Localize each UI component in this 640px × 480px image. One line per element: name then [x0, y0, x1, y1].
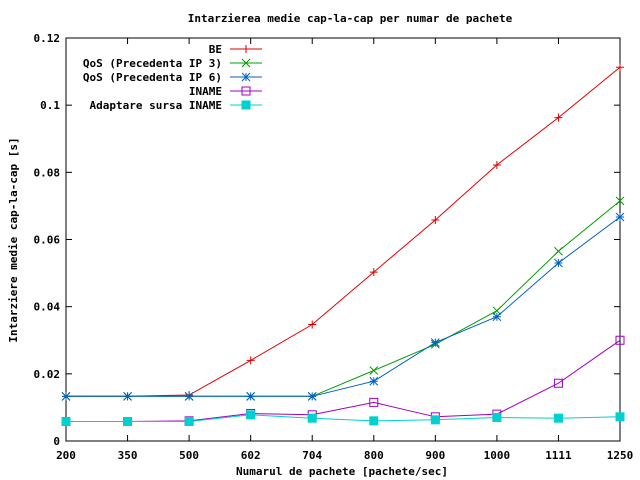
data-point [616, 63, 624, 72]
data-point [430, 415, 440, 425]
series-line [66, 414, 621, 422]
x-tick-label: 1000 [484, 449, 511, 462]
data-point [308, 320, 317, 329]
data-point [123, 417, 133, 427]
data-point [553, 413, 563, 423]
data-point [431, 216, 440, 225]
x-tick-label: 500 [179, 449, 199, 462]
x-tick-label: 200 [56, 449, 76, 462]
x-axis-label: Numarul de pachete [pachete/sec] [236, 465, 448, 478]
data-point [492, 412, 502, 422]
data-point [554, 113, 563, 122]
series-line [66, 339, 621, 422]
data-point [492, 306, 502, 316]
legend-marker [241, 86, 251, 96]
data-point [123, 391, 132, 401]
data-point [615, 335, 625, 345]
series-line [66, 216, 621, 397]
data-point [430, 338, 440, 347]
legend-marker [241, 58, 251, 68]
y-axis-label: Intarziere medie cap-la-cap [s] [7, 137, 20, 342]
y-tick-label: 0.02 [34, 368, 61, 381]
data-point [615, 412, 625, 422]
series-0 [62, 63, 624, 401]
data-point [307, 413, 317, 423]
data-point [246, 356, 255, 365]
legend-label: QoS (Precedenta IP 6) [83, 71, 222, 84]
data-point [492, 160, 501, 169]
x-tick-label: 350 [118, 449, 138, 462]
axis-ticks: 200 350 500 602 704 800 900 1000 1111 1250 0 0.02 0.… [34, 32, 634, 462]
series-2 [61, 212, 625, 401]
data-point [554, 258, 563, 268]
y-tick-label: 0 [53, 435, 60, 448]
y-tick-label: 0.08 [34, 166, 61, 179]
data-point [615, 212, 625, 222]
data-point [246, 391, 256, 401]
legend-marker [241, 100, 251, 110]
data-point [615, 196, 625, 206]
x-tick-label: 900 [425, 449, 445, 462]
data-point [184, 391, 194, 401]
series-line [66, 66, 621, 397]
data-point [61, 417, 71, 427]
data-point [369, 366, 379, 375]
x-tick-label: 1111 [545, 449, 572, 462]
legend-label: QoS (Precedenta IP 3) [83, 57, 222, 70]
data-point [553, 378, 563, 388]
y-tick-label: 0.12 [34, 32, 61, 45]
legend-marker [241, 72, 251, 82]
legend-label: Adaptare sursa INAME [90, 99, 222, 112]
x-tick-label: 704 [302, 449, 322, 462]
legend-label: INAME [189, 85, 222, 98]
legend-marker [242, 45, 250, 53]
data-point [369, 268, 378, 277]
x-tick-label: 602 [241, 449, 261, 462]
x-tick-label: 1250 [607, 449, 634, 462]
y-tick-label: 0.06 [34, 234, 61, 247]
data-point [184, 417, 194, 427]
data-point [246, 410, 256, 420]
data-point [369, 416, 379, 426]
legend-label: BE [209, 43, 222, 56]
data-point [554, 246, 563, 256]
series-3 [61, 335, 625, 427]
data-point [307, 391, 317, 401]
data-point [492, 312, 502, 322]
chart-title: Intarzierea medie cap-la-cap per numar d… [188, 12, 513, 25]
series-4 [61, 410, 625, 427]
series-layer [61, 63, 625, 427]
y-tick-label: 0.04 [34, 301, 61, 314]
data-point [369, 397, 379, 407]
data-point [61, 391, 71, 401]
x-tick-label: 800 [364, 449, 384, 462]
data-point [369, 376, 379, 386]
y-tick-label: 0.1 [40, 99, 60, 112]
